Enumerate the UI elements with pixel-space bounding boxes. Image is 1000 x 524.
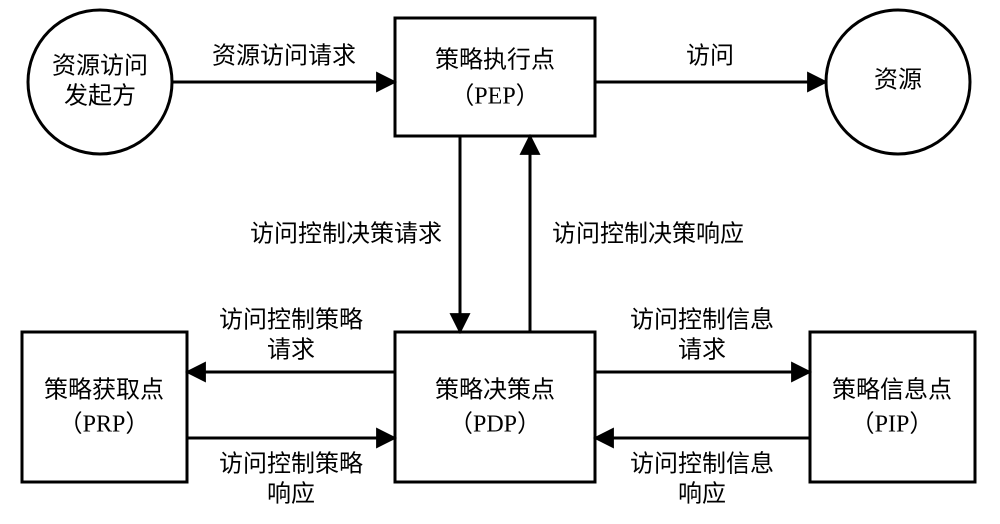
node-pdp	[395, 332, 595, 482]
node-prp	[22, 332, 187, 482]
edge-info-response-label-1: 访问控制信息	[630, 451, 774, 478]
edge-info-request-label-2: 请求	[678, 337, 726, 364]
node-pdp-label-1: 策略决策点	[435, 377, 555, 404]
node-initiator	[28, 10, 172, 154]
node-initiator-label-1: 资源访问	[52, 53, 148, 80]
node-pip-label-1: 策略信息点	[832, 377, 952, 404]
node-pep-label-1: 策略执行点	[435, 47, 555, 74]
edge-decision-request-label: 访问控制决策请求	[250, 221, 442, 248]
node-prp-label-1: 策略获取点	[44, 377, 164, 404]
node-prp-label-2: （PRP）	[59, 412, 150, 438]
node-pip-label-2: （PIP）	[851, 412, 934, 438]
edge-policy-response-label-2: 响应	[267, 481, 315, 508]
node-initiator-label-2: 发起方	[64, 83, 136, 110]
edge-policy-response-label-1: 访问控制策略	[219, 451, 363, 478]
node-pep	[395, 18, 595, 136]
node-pep-label-2: （PEP）	[450, 84, 539, 110]
edge-decision-response-label: 访问控制决策响应	[552, 221, 744, 248]
edge-info-response-label-2: 响应	[678, 481, 726, 508]
node-pip	[810, 332, 975, 482]
flowchart-canvas: 资源访问 发起方 策略执行点 （PEP） 资源 策略获取点 （PRP） 策略决策…	[0, 0, 1000, 524]
edge-access-label: 访问	[686, 43, 734, 70]
node-pdp-label-2: （PDP）	[449, 412, 541, 438]
edge-policy-request-label-1: 访问控制策略	[219, 307, 363, 334]
edge-info-request-label-1: 访问控制信息	[630, 307, 774, 334]
edge-policy-request-label-2: 请求	[267, 337, 315, 364]
node-resource-label: 资源	[874, 67, 922, 94]
edge-resource-request-label: 资源访问请求	[212, 43, 356, 70]
